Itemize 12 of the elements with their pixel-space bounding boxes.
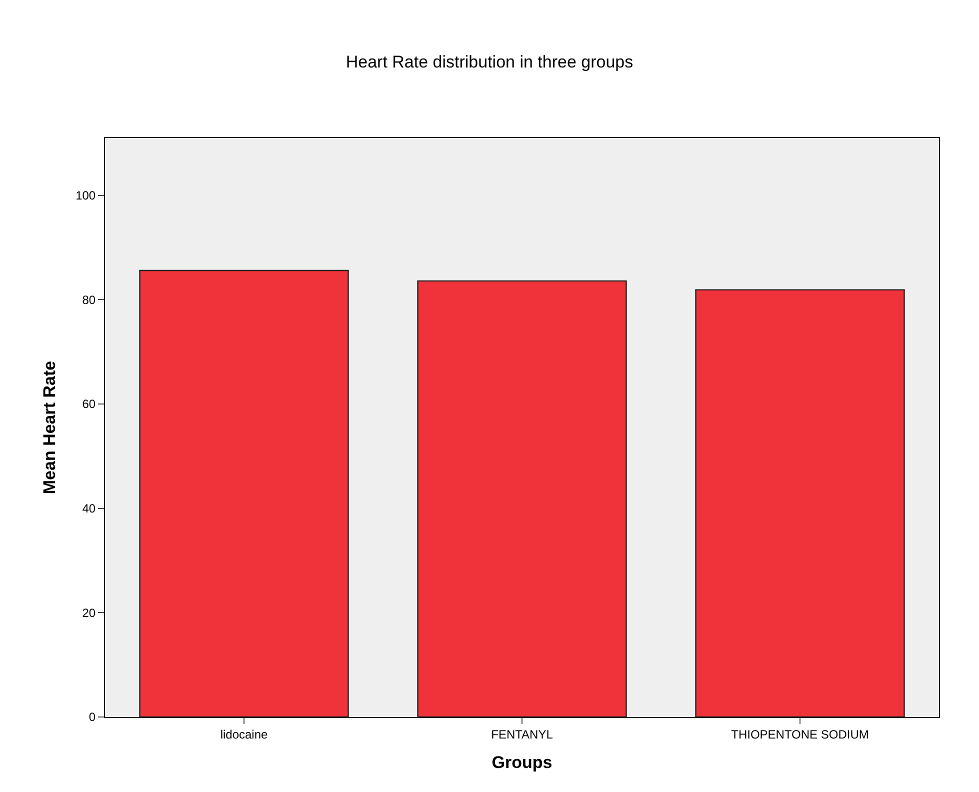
x-axis-title: Groups <box>492 752 552 772</box>
y-tick-label: 80 <box>82 292 96 307</box>
x-tick-label: THIOPENTONE SODIUM <box>731 727 869 742</box>
y-tick-label: 0 <box>88 710 96 724</box>
y-tick-label: 20 <box>82 606 96 620</box>
x-tick-label: FENTANYL <box>491 727 554 742</box>
y-tick-label: 60 <box>82 397 96 412</box>
chart-title: Heart Rate distribution in three groups <box>346 52 634 72</box>
y-tick-label: 100 <box>76 188 96 203</box>
y-tick-label: 40 <box>82 502 96 516</box>
y-axis-title: Mean Heart Rate <box>40 360 60 494</box>
x-tick-label: lidocaine <box>220 727 268 742</box>
